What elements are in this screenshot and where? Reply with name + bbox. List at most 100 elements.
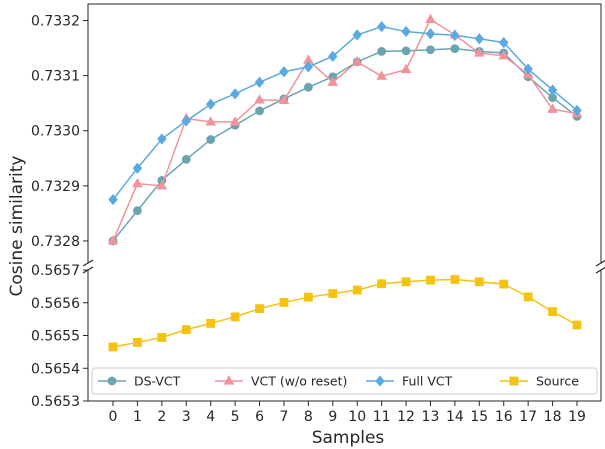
data-point [205,98,216,110]
data-point [351,56,363,66]
data-point [328,50,338,62]
series-layer [107,13,583,352]
data-point [303,61,314,73]
data-point [327,76,339,86]
lower-y-tick-label: 0.5655 [31,329,80,345]
data-point [352,29,362,41]
x-tick-label: 11 [373,409,391,425]
data-point [133,206,142,216]
data-point [401,277,411,287]
x-tick-label: 5 [231,409,240,425]
data-point [352,285,362,295]
data-point [255,304,264,314]
x-tick-label: 9 [328,409,337,425]
data-point [499,279,509,289]
data-point [498,49,510,60]
series-line [112,278,578,348]
lower-y-tick-label: 0.5653 [31,394,80,410]
x-tick-label: 17 [519,409,537,425]
series-ds-vct [108,44,582,246]
data-point [474,277,484,287]
data-point [548,307,557,316]
x-tick-label: 0 [109,409,118,425]
series-source [108,275,582,352]
data-point [108,342,118,352]
data-point [425,13,436,24]
data-point [133,337,142,347]
lower-panel: 0.5653 0.5654 0.5655 0.5656 0.5657 [31,263,602,410]
x-tick-label: 12 [397,409,415,425]
series-vct-w-o-reset [107,13,583,245]
upper-y-tick-label: 0.7328 [31,234,80,250]
series-full-vct [108,20,582,206]
data-point [400,63,412,74]
legend-entry: VCT (w/o reset) [215,374,347,389]
x-tick-label: 7 [279,409,288,425]
data-point [156,180,168,190]
upper-panel: 0.7328 0.7329 0.7330 0.7331 0.7332 [31,3,602,263]
x-tick-label: 14 [446,409,464,425]
data-point [181,325,191,335]
data-point [450,29,460,42]
data-point [450,275,460,284]
legend-label: DS-VCT [134,374,181,389]
x-axis-label: Samples [312,428,385,448]
lower-y-tick-label: 0.5657 [31,263,80,279]
legend-entry: Source [500,374,579,389]
data-point [157,333,167,342]
data-point [547,84,558,96]
data-point [108,194,118,206]
data-point [523,63,533,75]
data-point [254,94,265,104]
legend-label: Source [536,374,579,389]
x-tick-label: 16 [495,409,513,425]
data-point [523,292,533,302]
data-point [255,106,264,116]
data-point [181,154,191,164]
legend-marker [107,376,117,386]
break-mark [595,259,605,267]
break-mark [595,266,605,274]
data-point [425,28,436,40]
x-axis-ticks: 0 1 2 3 4 5 6 7 8 9 10 11 12 13 14 15 16 17 18 19 [109,401,586,425]
data-point [303,292,313,302]
data-point [426,45,435,55]
legend-label: Full VCT [402,374,453,389]
data-point [303,82,313,92]
x-tick-label: 2 [157,409,166,425]
data-point [205,116,216,126]
data-point [499,36,509,49]
break-mark [82,259,94,267]
break-mark [82,266,94,274]
x-tick-label: 4 [206,409,215,425]
data-point [157,133,167,145]
legend-marker [375,375,385,387]
data-point [229,116,241,126]
lower-y-tick-label: 0.5656 [31,296,80,312]
data-point [279,66,289,78]
x-tick-label: 18 [544,409,562,425]
data-point [132,177,143,188]
x-tick-label: 15 [470,409,488,425]
data-point [572,320,582,330]
x-tick-label: 8 [304,409,313,425]
data-point [474,33,485,45]
data-point [132,162,143,174]
data-point [426,275,435,285]
legend: DS-VCT VCT (w/o reset) Full VCT Source [91,367,598,395]
x-tick-label: 1 [133,409,142,425]
data-point [230,88,240,100]
series-line [112,18,578,242]
axis-break-marks [82,259,605,274]
x-tick-label: 13 [422,409,440,425]
data-point [376,20,387,33]
data-point [278,94,290,105]
data-point [376,70,387,80]
legend-entry: DS-VCT [98,374,181,389]
y-axis-label: Cosine similarity [7,156,27,297]
data-point [547,103,558,113]
data-point [401,46,411,56]
legend-box [91,367,598,395]
series-line [112,47,578,242]
